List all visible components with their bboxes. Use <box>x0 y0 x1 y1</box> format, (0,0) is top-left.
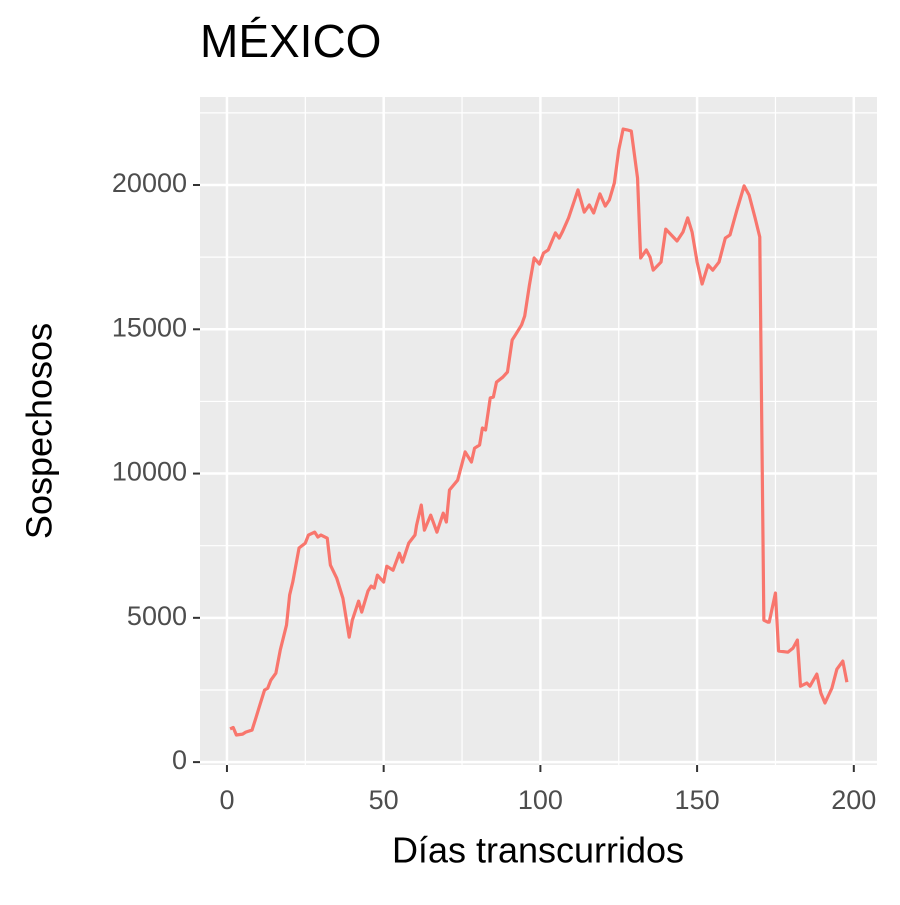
x-axis-title: Días transcurridos <box>392 830 684 871</box>
y-tick-label: 20000 <box>112 168 187 198</box>
x-tick-label: 100 <box>518 785 563 815</box>
x-tick-label: 0 <box>219 785 234 815</box>
data-line <box>229 127 849 737</box>
y-tick-label: 0 <box>172 745 187 775</box>
chart-title: MÉXICO <box>200 15 381 67</box>
y-tick-label: 10000 <box>112 457 187 487</box>
x-tick-label: 200 <box>831 785 876 815</box>
y-tick-label: 5000 <box>127 601 187 631</box>
panel <box>200 97 877 765</box>
x-tick-label: 50 <box>369 785 399 815</box>
y-axis-title: Sospechosos <box>19 323 60 539</box>
y-tick-label: 15000 <box>112 312 187 342</box>
x-tick-label: 150 <box>675 785 720 815</box>
